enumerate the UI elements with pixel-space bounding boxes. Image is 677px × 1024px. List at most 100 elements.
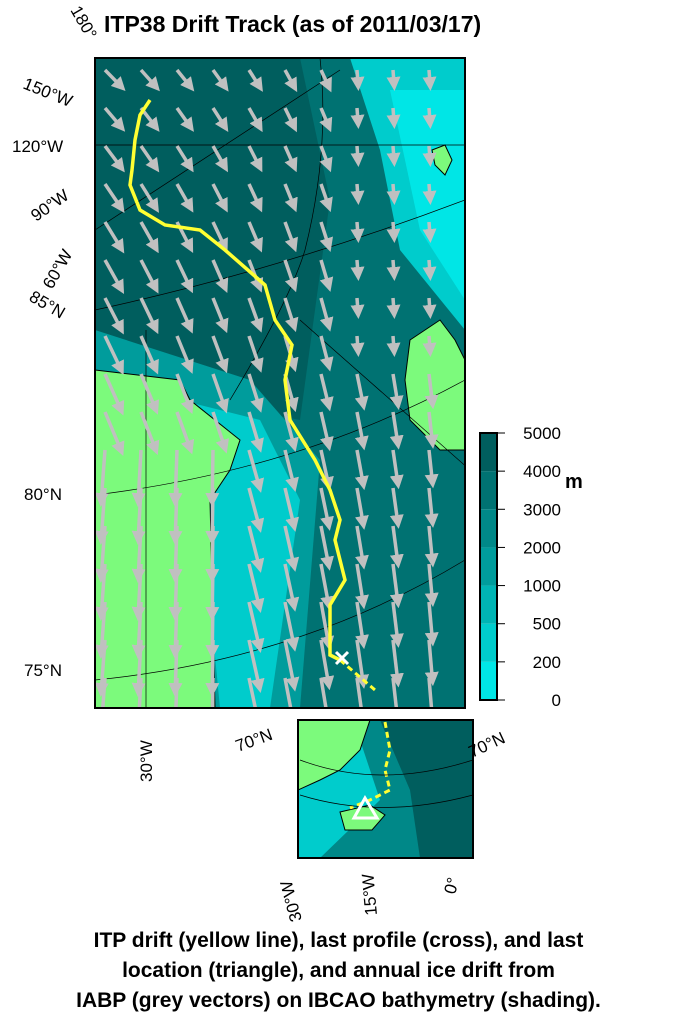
drift-vector-arrow [319, 297, 334, 332]
drift-vector-arrow [247, 69, 263, 92]
colorbar-tick-label: 1000 [523, 577, 561, 596]
drift-vector-arrow [355, 563, 369, 610]
drift-vector-arrow [319, 639, 335, 691]
drift-vector-arrow [211, 145, 229, 173]
drift-vector-arrow [319, 335, 334, 372]
colorbar-tick-label: 3000 [523, 500, 561, 519]
drift-vector-arrow [103, 183, 125, 213]
drift-vector-arrow [386, 297, 401, 319]
drift-vector-arrow [422, 69, 437, 91]
drift-vector-arrow [175, 373, 194, 415]
drift-vector-arrow [350, 221, 365, 243]
drift-vector-arrow [247, 639, 265, 694]
colorbar-swatch [480, 471, 497, 510]
drift-vector-arrow [283, 677, 293, 708]
colorbar-unit: m [565, 471, 583, 493]
drift-vector-arrow [386, 145, 401, 167]
drift-vector-arrow [247, 487, 265, 533]
drift-vector-arrow [350, 335, 365, 357]
drift-vector-arrow [389, 563, 404, 609]
drift-vector-arrow [174, 677, 179, 708]
drift-vector-arrow [319, 487, 334, 531]
drift-vector-arrow [319, 69, 332, 93]
drift-vector-arrow [103, 259, 125, 295]
drift-vector-arrow [139, 183, 159, 213]
colorbar-swatch [480, 585, 497, 624]
drift-vector-arrow [103, 335, 124, 376]
drift-vector-arrow [422, 221, 437, 243]
drift-vector-arrow [350, 145, 365, 167]
drift-vector-arrow [424, 639, 439, 687]
drift-vector-arrow [389, 449, 404, 490]
drift-vector-arrow [319, 563, 335, 611]
drift-vector-arrow [211, 68, 229, 92]
drift-vector-arrow [139, 145, 160, 173]
caption-line-3: IABP (grey vectors) on IBCAO bathymetry … [76, 989, 601, 1012]
drift-vector-arrow [424, 449, 439, 489]
drift-vector-arrow [389, 411, 404, 450]
drift-vector-arrow [355, 601, 369, 650]
drift-vector-arrow [95, 601, 109, 659]
drift-vector-arrow [319, 601, 335, 651]
drift-vector-arrow [139, 297, 159, 335]
colorbar-tick-label: 4000 [523, 462, 561, 481]
drift-vector-arrow [386, 183, 401, 205]
colorbar-tick-label: 2000 [523, 538, 561, 557]
drift-vector-arrow [101, 677, 107, 708]
colorbar-tick-label: 5000 [523, 424, 561, 443]
drift-vector-arrow [175, 68, 195, 92]
drift-vector-arrow [283, 183, 298, 213]
inset-frame [297, 719, 474, 859]
colorbar-swatch [480, 661, 497, 700]
drift-vector-arrow [139, 68, 160, 92]
drift-vector-arrow [95, 525, 109, 583]
drift-vector-arrow [319, 183, 333, 213]
lat-label-80n: 80°N [24, 485, 62, 504]
drift-vector-arrow [319, 677, 328, 708]
drift-vector-arrow [131, 639, 146, 697]
drift-vector-arrow [103, 68, 126, 92]
drift-vector-arrow [319, 449, 334, 492]
drift-vector-arrow [427, 677, 434, 708]
drift-vector-arrow [386, 69, 401, 91]
drift-vector-arrow [422, 259, 437, 281]
drift-vector-arrow [283, 639, 300, 692]
lat-label-75n: 75°N [24, 661, 62, 680]
main-map-frame [94, 57, 466, 709]
drift-vector-arrow [175, 411, 195, 455]
drift-vector-arrow [355, 639, 370, 689]
drift-vector-arrow [424, 601, 439, 647]
drift-vector-arrow [247, 183, 263, 213]
drift-vector-arrow [354, 487, 369, 530]
drift-vector-arrow [247, 601, 265, 653]
last-location-triangle-icon [351, 794, 380, 820]
drift-vector-arrow [354, 449, 369, 491]
drift-vector-arrow [247, 373, 264, 413]
drift-vector-arrow [247, 221, 263, 253]
svalbard-land [404, 319, 465, 451]
colorbar-swatch [480, 433, 497, 472]
colorbar-swatch [480, 509, 497, 548]
drift-vector-arrow [247, 677, 258, 708]
lon-label-90w: 90°W [27, 186, 72, 226]
drift-vector-arrow [103, 221, 125, 254]
drift-vector-arrow [211, 259, 229, 293]
drift-vector-arrow [139, 221, 159, 254]
drift-vector-arrow [131, 449, 146, 507]
drift-vector-arrow [247, 107, 263, 133]
drift-vector-arrow [211, 183, 228, 213]
drift-vector-arrow [283, 107, 298, 133]
drift-vector-arrow [350, 259, 365, 281]
drift-vector-arrow [422, 107, 437, 129]
drift-vector-arrow [422, 145, 437, 167]
colorbar-swatch [480, 623, 497, 662]
drift-vector-arrow [175, 145, 194, 173]
colorbar-tick-label: 500 [533, 615, 561, 634]
drift-vector-arrow [175, 297, 194, 334]
drift-vector-arrow [319, 107, 333, 133]
drift-vector-arrow [319, 373, 334, 412]
drift-vector-arrow [95, 563, 109, 621]
drift-vector-arrow [283, 411, 299, 453]
drift-vector-arrow [211, 107, 229, 133]
